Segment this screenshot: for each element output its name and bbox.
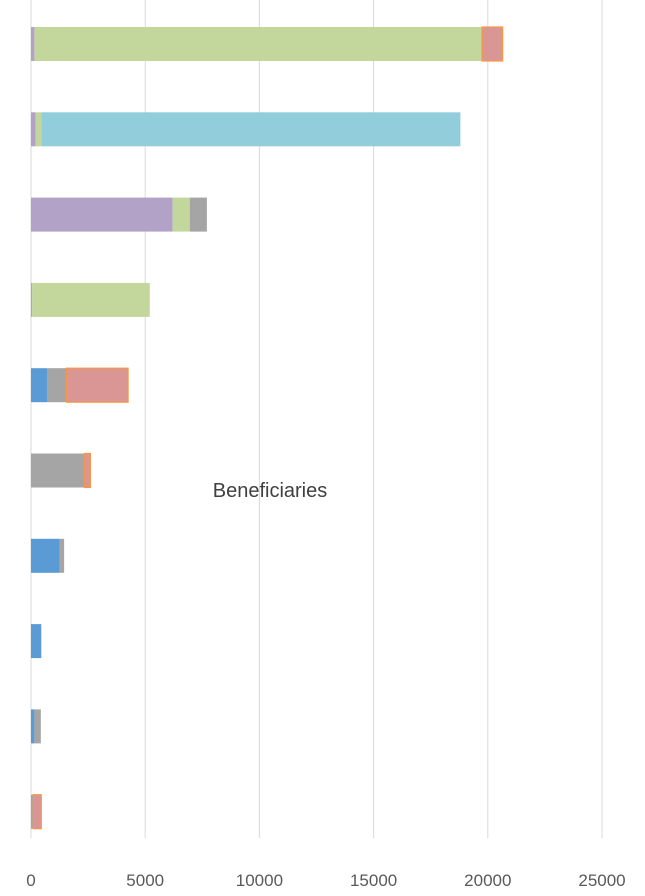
bar-segment-green	[34, 27, 483, 61]
bar-10	[31, 794, 42, 830]
x-tick-label: 5000	[126, 871, 164, 890]
bar-segment-purple	[31, 27, 35, 61]
bar-6	[31, 452, 91, 489]
bar-5	[31, 367, 129, 403]
bar-segment-green	[35, 112, 42, 147]
bar-segment-purple	[31, 112, 36, 147]
bar-segment-gray	[31, 794, 34, 829]
x-tick-labels: 0 5000 10000 15000 20000 25000	[26, 871, 625, 890]
beneficiaries-annotation: Beneficiaries	[213, 480, 328, 502]
bar-segment-red	[481, 26, 504, 62]
bar-segment-gray	[31, 453, 85, 488]
bar-3	[31, 197, 207, 232]
bars-group	[31, 26, 504, 830]
x-tick-label: 0	[26, 871, 35, 890]
bar-4	[31, 282, 150, 317]
bar-segment-gray	[46, 368, 67, 403]
bar-segment-blue	[31, 538, 60, 573]
bar-segment-gray	[34, 709, 41, 744]
bar-segment-red	[84, 452, 91, 489]
bar-9	[31, 709, 41, 744]
x-tick-label: 20000	[464, 871, 511, 890]
bar-8	[31, 624, 42, 659]
bar-segment-red	[65, 367, 129, 403]
bar-segment-blue	[31, 624, 42, 659]
bar-1	[31, 26, 504, 62]
bar-2	[31, 112, 461, 147]
bar-segment-green	[172, 197, 190, 232]
bar-segment-green	[32, 282, 150, 317]
bar-segment-purple	[31, 197, 173, 232]
bar-segment-teal	[41, 112, 461, 147]
x-tick-label: 25000	[578, 871, 625, 890]
bar-segment-red	[32, 794, 42, 830]
bar-7	[31, 538, 65, 573]
bar-segment-purple	[31, 282, 33, 317]
x-tick-label: 15000	[350, 871, 397, 890]
bar-segment-blue	[31, 709, 35, 744]
bar-segment-gray	[59, 538, 65, 573]
x-tick-label: 10000	[236, 871, 283, 890]
bar-segment-gray	[189, 197, 207, 232]
bar-segment-blue	[31, 368, 47, 403]
